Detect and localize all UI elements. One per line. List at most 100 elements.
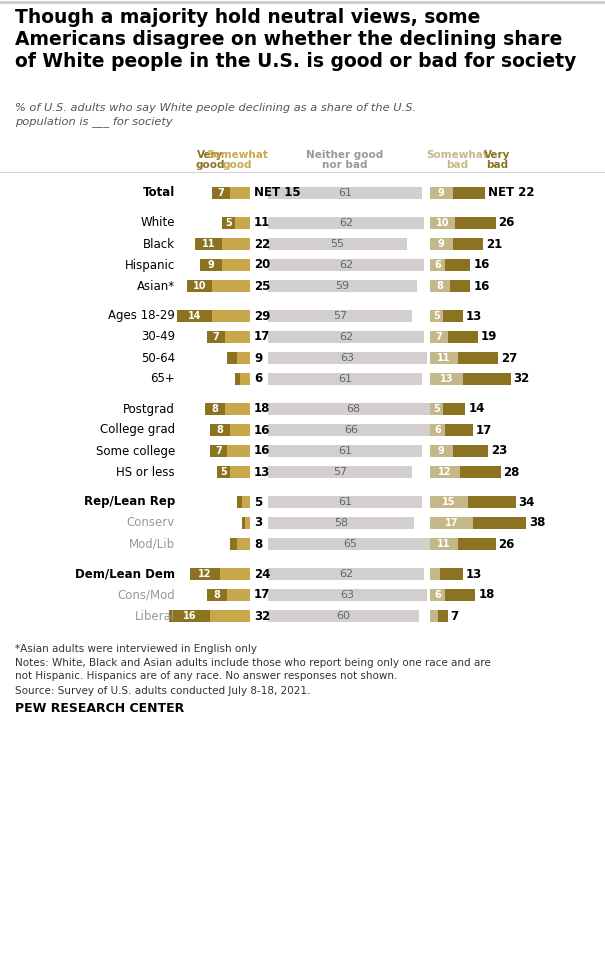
Bar [243,496,250,508]
Bar [210,610,250,622]
Text: 28: 28 [503,466,520,478]
Bar [440,568,463,580]
Text: 9: 9 [438,446,445,456]
Text: 63: 63 [341,353,355,363]
Bar [169,610,210,622]
Bar [445,424,473,436]
Text: 61: 61 [338,188,352,198]
Text: bad: bad [486,160,508,170]
Text: Somewhat: Somewhat [426,150,488,160]
Text: Somewhat: Somewhat [206,150,268,160]
Bar [204,403,225,415]
Text: Neither good: Neither good [306,150,384,160]
Bar [430,589,445,601]
Bar [207,331,225,343]
Text: Notes: White, Black and Asian adults include those who report being only one rac: Notes: White, Black and Asian adults inc… [15,658,491,682]
Text: Source: Survey of U.S. adults conducted July 8-18, 2021.: Source: Survey of U.S. adults conducted … [15,686,310,696]
Bar [235,373,240,385]
Text: 32: 32 [254,610,270,622]
Text: 21: 21 [486,237,502,251]
Text: 38: 38 [529,516,545,530]
Bar [430,466,460,478]
Bar [268,589,427,601]
Text: Very: Very [197,150,223,160]
Text: Asian*: Asian* [137,279,175,293]
Bar [268,310,411,322]
Bar [230,538,237,550]
Text: 9: 9 [438,239,445,249]
Text: 5: 5 [433,404,440,414]
Text: 16: 16 [254,423,270,437]
Text: Black: Black [143,237,175,251]
Bar [268,238,407,250]
Bar [430,217,455,229]
Bar [463,373,511,385]
Text: 68: 68 [347,404,361,414]
Bar [430,610,437,622]
Text: 8: 8 [254,538,262,550]
Bar [268,373,422,385]
Text: Hispanic: Hispanic [125,258,175,272]
Text: PEW RESEARCH CENTER: PEW RESEARCH CENTER [15,702,185,715]
Text: Though a majority hold neutral views, some
Americans disagree on whether the dec: Though a majority hold neutral views, so… [15,8,577,71]
Text: bad: bad [446,160,468,170]
Text: 26: 26 [499,217,515,229]
Text: 61: 61 [338,374,352,384]
Bar [217,466,230,478]
Text: 34: 34 [518,495,535,509]
Bar [235,217,250,229]
Bar [237,538,250,550]
Bar [268,187,422,199]
Bar [430,403,443,415]
Bar [430,187,453,199]
Text: Rep/Lean Rep: Rep/Lean Rep [83,495,175,509]
Bar [437,610,448,622]
Text: 5: 5 [433,311,440,321]
Bar [212,280,250,292]
Bar [268,403,439,415]
Text: good: good [222,160,252,170]
Text: 61: 61 [338,497,352,507]
Text: 13: 13 [254,466,270,478]
Text: Some college: Some college [96,444,175,458]
Text: White: White [140,217,175,229]
Text: 10: 10 [436,218,450,228]
Text: Dem/Lean Dem: Dem/Lean Dem [75,567,175,581]
Text: 8: 8 [214,590,221,600]
Text: 30-49: 30-49 [141,330,175,344]
Text: 24: 24 [254,567,270,581]
Text: 17: 17 [476,423,492,437]
Bar [458,538,495,550]
Text: 17: 17 [254,588,270,602]
Text: % of U.S. adults who say White people declining as a share of the U.S.
populatio: % of U.S. adults who say White people de… [15,103,416,127]
Text: 60: 60 [336,611,351,621]
Text: Postgrad: Postgrad [123,402,175,416]
Text: 20: 20 [254,258,270,272]
Bar [222,217,235,229]
Bar [210,424,230,436]
Text: Liberal: Liberal [135,610,175,622]
Text: 5: 5 [225,218,232,228]
Bar [220,568,250,580]
Text: 16: 16 [473,279,489,293]
Text: 11: 11 [201,239,215,249]
Bar [237,496,243,508]
Text: 7: 7 [451,610,459,622]
Bar [430,373,463,385]
Bar [473,517,526,529]
Text: 62: 62 [339,332,353,342]
Text: 9: 9 [254,351,262,365]
Bar [268,280,417,292]
Text: 8: 8 [437,281,443,291]
Bar [230,424,250,436]
Text: 18: 18 [254,402,270,416]
Bar [230,466,250,478]
Text: 25: 25 [254,279,270,293]
Bar [430,331,448,343]
Text: 50-64: 50-64 [141,351,175,365]
Text: 8: 8 [211,404,218,414]
Bar [268,466,411,478]
Text: 7: 7 [218,188,224,198]
Text: 58: 58 [334,518,348,528]
Text: 6: 6 [434,260,441,270]
